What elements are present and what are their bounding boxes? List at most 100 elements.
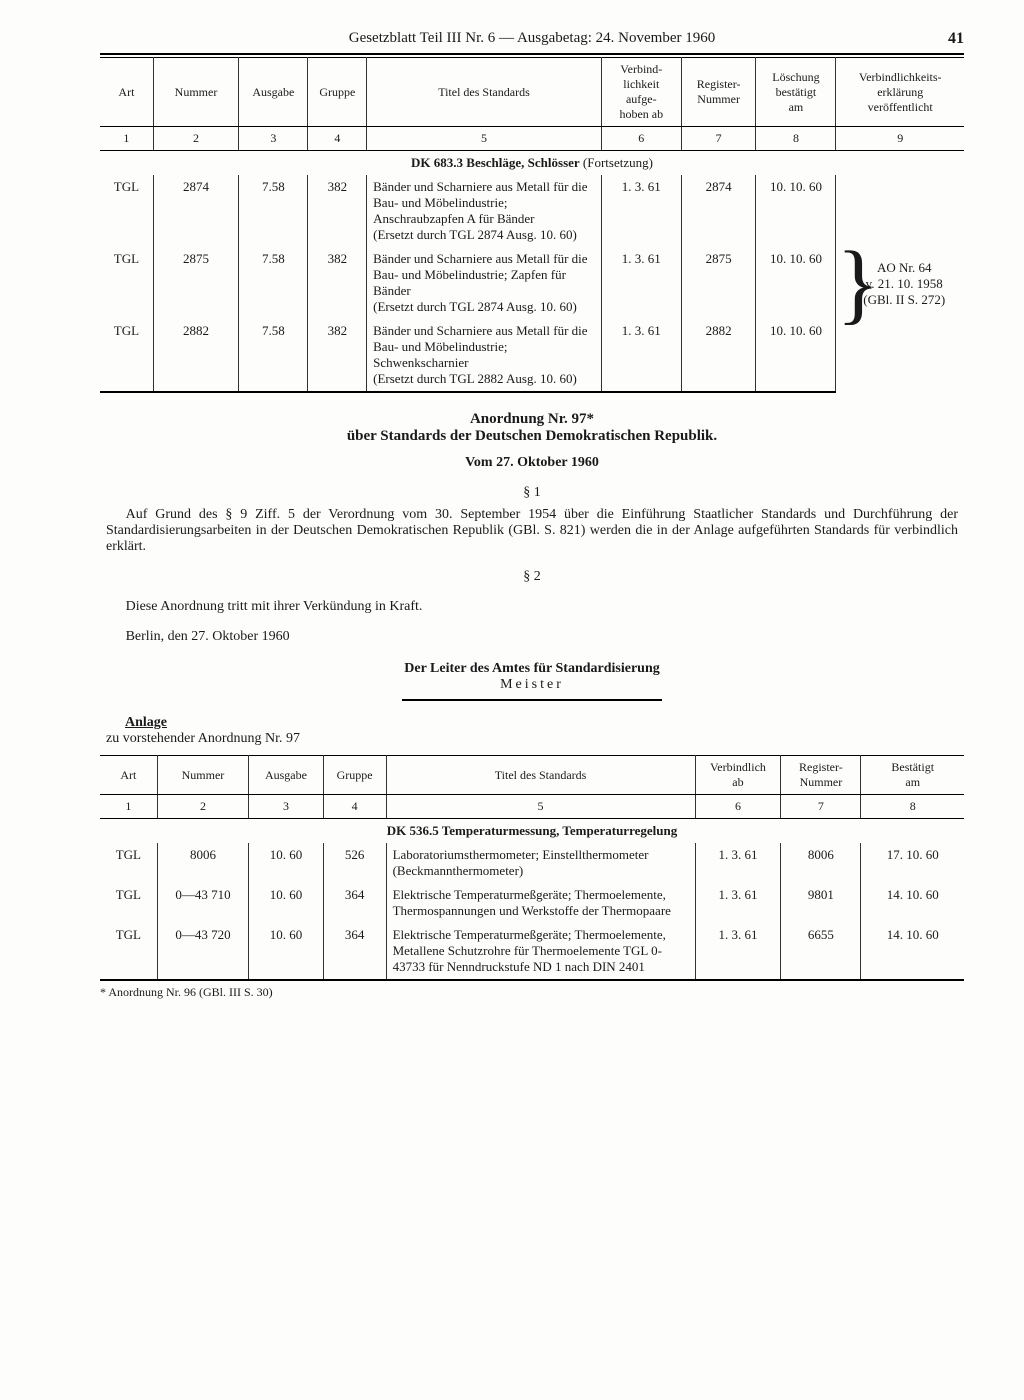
cell-ausgabe: 7.58: [239, 175, 308, 247]
cell-bestaetigt: 17. 10. 60: [861, 843, 964, 883]
page-header: Gesetzblatt Teil III Nr. 6 — Ausgabetag:…: [100, 30, 964, 47]
section-continuation: (Fortsetzung): [580, 155, 653, 170]
col-num: 4: [308, 127, 367, 151]
cell-nummer: 0—43 710: [157, 883, 249, 923]
cell-nummer: 2882: [153, 319, 238, 392]
cell-bestaetigt: 14. 10. 60: [861, 883, 964, 923]
place-date: Berlin, den 27. Oktober 1960: [106, 629, 958, 645]
col-header: Gruppe: [308, 58, 367, 127]
cell-loeschung: 10. 10. 60: [756, 175, 836, 247]
col-header: Art: [100, 58, 153, 127]
table-row: TGL 2875 7.58 382 Bänder und Scharniere …: [100, 247, 964, 319]
page-number: 41: [948, 30, 964, 48]
table-number-row: 1 2 3 4 5 6 7 8: [100, 795, 964, 819]
cell-ausgabe: 10. 60: [249, 843, 323, 883]
col-num: 5: [386, 795, 695, 819]
cell-gruppe: 364: [323, 883, 386, 923]
section-row: DK 536.5 Temperaturmessung, Temperaturre…: [100, 819, 964, 844]
cell-register: 2875: [681, 247, 756, 319]
cell-gruppe: 526: [323, 843, 386, 883]
cell-loeschung: 10. 10. 60: [756, 247, 836, 319]
header-rule: [100, 53, 964, 55]
decree-block: Anordnung Nr. 97* über Standards der Deu…: [100, 411, 964, 471]
cell-bestaetigt: 14. 10. 60: [861, 923, 964, 980]
col-num: 4: [323, 795, 386, 819]
cell-gruppe: 382: [308, 247, 367, 319]
anlage-label: Anlage: [106, 715, 186, 731]
cell-register: 6655: [781, 923, 861, 980]
cell-verbindlich: 1. 3. 61: [601, 319, 681, 392]
cell-title: Bänder und Scharniere aus Metall für die…: [367, 319, 602, 392]
cell-nummer: 2874: [153, 175, 238, 247]
cell-art: TGL: [100, 883, 157, 923]
col-header: Register- Nummer: [681, 58, 756, 127]
cell-register: 2882: [681, 319, 756, 392]
anlage-subtitle: zu vorstehender Anordnung Nr. 97: [106, 731, 300, 746]
table-row: TGL 0—43 720 10. 60 364 Elektrische Temp…: [100, 923, 964, 980]
col-num: 3: [249, 795, 323, 819]
col-num: 7: [781, 795, 861, 819]
divider-rule: [402, 699, 662, 701]
standards-table-2: Art Nummer Ausgabe Gruppe Titel des Stan…: [100, 755, 964, 981]
cell-ausgabe: 7.58: [239, 247, 308, 319]
bracket-note: } AO Nr. 64 v. 21. 10. 1958 (GBl. II S. …: [836, 175, 964, 392]
cell-verbindlich: 1. 3. 61: [695, 843, 781, 883]
col-num: 1: [100, 795, 157, 819]
col-num: 2: [153, 127, 238, 151]
signer-name: Meister: [100, 677, 964, 693]
cell-verbindlich: 1. 3. 61: [695, 923, 781, 980]
table-header-row: Art Nummer Ausgabe Gruppe Titel des Stan…: [100, 756, 964, 795]
cell-verbindlich: 1. 3. 61: [601, 175, 681, 247]
col-num: 3: [239, 127, 308, 151]
col-header: Nummer: [157, 756, 249, 795]
decree-date: Vom 27. Oktober 1960: [100, 455, 964, 471]
col-num: 9: [836, 127, 964, 151]
col-num: 8: [861, 795, 964, 819]
cell-ausgabe: 7.58: [239, 319, 308, 392]
col-header: Gruppe: [323, 756, 386, 795]
paragraph-2: Diese Anordnung tritt mit ihrer Verkündu…: [106, 599, 958, 615]
col-num: 1: [100, 127, 153, 151]
cell-register: 2874: [681, 175, 756, 247]
table-number-row: 1 2 3 4 5 6 7 8 9: [100, 127, 964, 151]
signer-block: Der Leiter des Amtes für Standardisierun…: [100, 661, 964, 693]
paragraph-symbol: § 2: [100, 569, 964, 585]
col-header: Register- Nummer: [781, 756, 861, 795]
cell-loeschung: 10. 10. 60: [756, 319, 836, 392]
col-header: Verbindlich ab: [695, 756, 781, 795]
cell-art: TGL: [100, 843, 157, 883]
section-row: DK 683.3 Beschläge, Schlösser (Fortsetzu…: [100, 151, 964, 176]
col-header: Art: [100, 756, 157, 795]
cell-ausgabe: 10. 60: [249, 883, 323, 923]
cell-title: Bänder und Scharniere aus Metall für die…: [367, 247, 602, 319]
cell-nummer: 8006: [157, 843, 249, 883]
table-row: TGL 0—43 710 10. 60 364 Elektrische Temp…: [100, 883, 964, 923]
col-num: 7: [681, 127, 756, 151]
col-header: Bestätigt am: [861, 756, 964, 795]
col-header: Verbindlichkeits- erklärung veröffentlic…: [836, 58, 964, 127]
anlage-block: Anlage zu vorstehender Anordnung Nr. 97: [106, 715, 964, 747]
cell-verbindlich: 1. 3. 61: [601, 247, 681, 319]
col-num: 6: [695, 795, 781, 819]
table-row: TGL 2882 7.58 382 Bänder und Scharniere …: [100, 319, 964, 392]
cell-title: Elektrische Temperaturmeßgeräte; Thermoe…: [386, 883, 695, 923]
section-title: DK 683.3 Beschläge, Schlösser: [411, 155, 580, 170]
cell-nummer: 2875: [153, 247, 238, 319]
cell-verbindlich: 1. 3. 61: [695, 883, 781, 923]
cell-gruppe: 364: [323, 923, 386, 980]
section-title: DK 536.5 Temperaturmessung, Temperaturre…: [387, 823, 677, 838]
decree-title: Anordnung Nr. 97*: [100, 411, 964, 428]
cell-register: 8006: [781, 843, 861, 883]
cell-gruppe: 382: [308, 319, 367, 392]
col-num: 8: [756, 127, 836, 151]
cell-gruppe: 382: [308, 175, 367, 247]
cell-register: 9801: [781, 883, 861, 923]
col-header: Verbind- lichkeit aufge- hoben ab: [601, 58, 681, 127]
col-header: Nummer: [153, 58, 238, 127]
header-text: Gesetzblatt Teil III Nr. 6 — Ausgabetag:…: [349, 30, 716, 46]
col-num: 2: [157, 795, 249, 819]
col-num: 6: [601, 127, 681, 151]
cell-title: Laboratoriumsthermometer; Einstellthermo…: [386, 843, 695, 883]
table-row: TGL 2874 7.58 382 Bänder und Scharniere …: [100, 175, 964, 247]
footnote: * Anordnung Nr. 96 (GBl. III S. 30): [100, 985, 964, 1000]
